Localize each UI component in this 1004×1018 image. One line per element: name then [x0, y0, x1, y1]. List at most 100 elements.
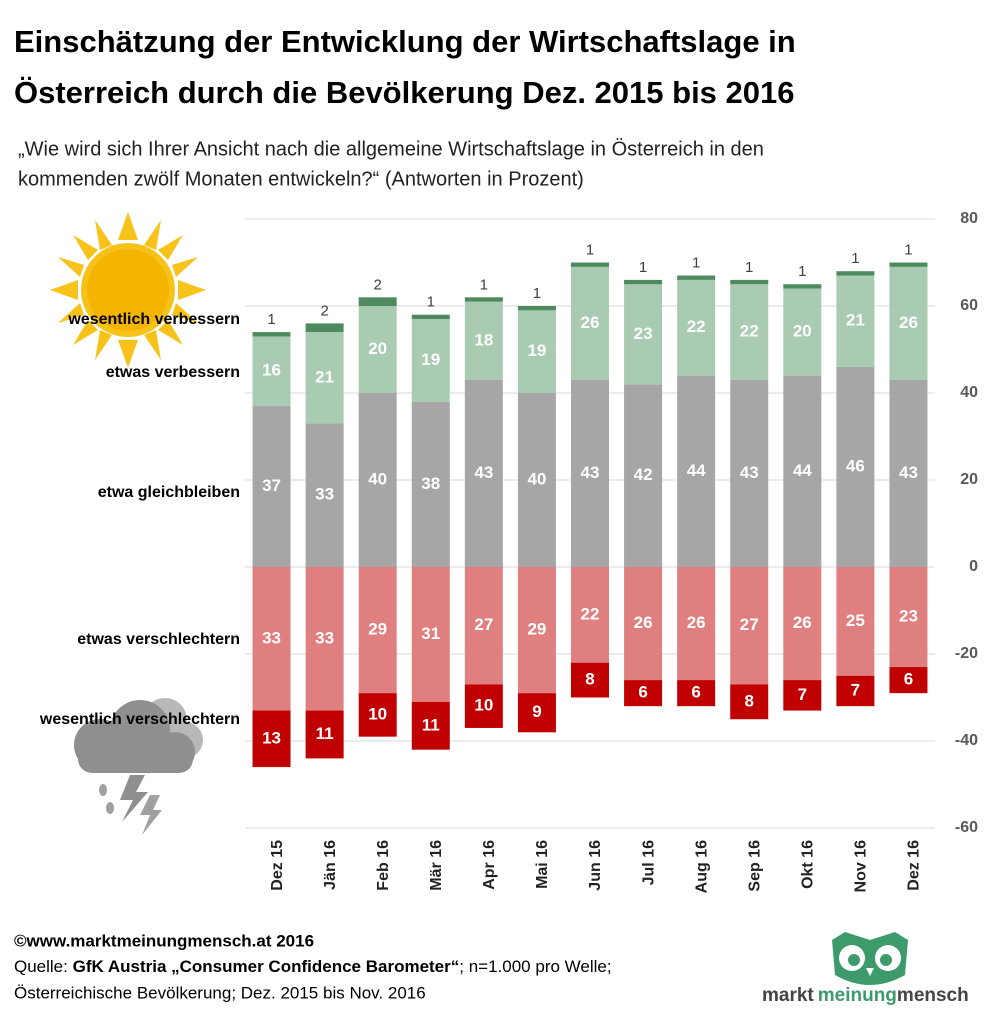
bar-segment	[677, 275, 716, 280]
bar-segment	[783, 284, 822, 289]
bar-segment	[411, 567, 450, 702]
value-label: 9	[532, 702, 541, 721]
bar-segment	[730, 379, 769, 567]
value-label: 13	[262, 728, 281, 747]
bar-segment	[305, 567, 344, 711]
value-label: 43	[899, 463, 918, 482]
y-tick-label: 80	[960, 210, 978, 227]
x-tick-label: Mär 16	[428, 840, 445, 891]
owl-logo	[832, 932, 908, 985]
bar-segment	[358, 393, 397, 567]
source-name: GfK Austria „Consumer Confidence Baromet…	[73, 957, 460, 976]
bar-segment	[252, 336, 291, 407]
value-label: 7	[851, 680, 860, 699]
value-label: 2	[374, 276, 382, 293]
logo-part: mensch	[897, 985, 969, 1006]
logo-part: markt	[762, 985, 814, 1006]
value-label: 6	[904, 670, 913, 689]
value-label: 16	[262, 361, 281, 380]
bar-segment	[411, 319, 450, 402]
legend-label: etwas verbessern	[106, 364, 240, 381]
value-label: 33	[315, 485, 334, 504]
bar-segment	[358, 567, 397, 694]
x-tick-label: Feb 16	[375, 840, 392, 891]
bar-segment	[836, 271, 875, 276]
bar-segment	[305, 710, 344, 759]
bar-segment	[624, 279, 663, 285]
value-label: 20	[793, 322, 812, 341]
value-label: 38	[421, 474, 440, 493]
value-label: 43	[581, 463, 600, 482]
bar-segment	[677, 567, 716, 681]
subtitle: kommenden zwölf Monaten entwickeln?“ (An…	[18, 168, 584, 190]
value-label: 46	[846, 456, 865, 475]
value-label: 23	[634, 324, 653, 343]
value-label: 1	[745, 259, 753, 276]
bar-segment	[624, 680, 663, 707]
bar-segment	[571, 662, 609, 698]
y-tick-label: -60	[955, 819, 978, 836]
legend-label: etwa gleichbleiben	[98, 484, 240, 501]
value-label: 22	[687, 317, 706, 336]
legend-label: etwas verschlechtern	[77, 631, 240, 648]
y-tick-label: -20	[955, 645, 978, 662]
bar-segment	[836, 366, 875, 567]
value-label: 8	[744, 691, 753, 710]
bar-segment	[730, 567, 769, 685]
x-tick-label: Mai 16	[534, 840, 551, 889]
value-label: 40	[527, 469, 546, 488]
legend-label: wesentlich verschlechtern	[39, 711, 240, 728]
x-tick-label: Apr 16	[481, 840, 498, 890]
value-label: 1	[851, 250, 859, 267]
x-tick-label: Dez 15	[269, 840, 286, 891]
value-label: 20	[368, 339, 387, 358]
bar-segment	[358, 693, 397, 737]
subtitle: „Wie wird sich Ihrer Ansicht nach die al…	[18, 138, 764, 160]
bar-segment	[464, 379, 503, 567]
bar-segment	[517, 393, 556, 567]
bar-segment	[517, 306, 556, 311]
source-line: Österreichische Bevölkerung; Dez. 2015 b…	[14, 983, 426, 1002]
value-label: 1	[480, 276, 488, 293]
bar-segment	[305, 423, 344, 567]
bar-segment	[464, 567, 503, 685]
value-label: 1	[533, 285, 541, 302]
bar-segment	[889, 262, 928, 267]
bar-segment	[889, 667, 928, 694]
logo-part: meinung	[818, 985, 897, 1006]
y-tick-label: 40	[960, 384, 978, 401]
x-tick-label: Jul 16	[640, 840, 657, 885]
value-label: 22	[740, 322, 759, 341]
value-label: 1	[639, 259, 647, 276]
value-label: 10	[368, 704, 387, 723]
chart-title: Einschätzung der Entwicklung der Wirtsch…	[14, 24, 796, 59]
value-label: 1	[904, 241, 912, 258]
legend-label: wesentlich verbessern	[67, 311, 240, 328]
bar-segment	[252, 710, 291, 768]
source-prefix: Quelle:	[14, 957, 73, 976]
bar-segment	[677, 279, 716, 376]
y-tick-label: 60	[960, 297, 978, 314]
value-label: 29	[527, 620, 546, 639]
x-tick-label: Jän 16	[322, 840, 339, 890]
bar-segment	[252, 332, 291, 337]
value-label: 26	[899, 313, 918, 332]
bar-segment	[252, 406, 291, 567]
bar-segment	[305, 323, 344, 333]
bar-segment	[624, 567, 663, 681]
value-label: 6	[638, 683, 647, 702]
value-label: 18	[474, 330, 493, 349]
bar-segment	[305, 332, 344, 424]
bar-segment	[889, 266, 928, 380]
bar-segment	[889, 567, 928, 668]
bar-segment	[464, 301, 503, 380]
bar-segment	[624, 284, 663, 385]
x-tick-label: Dez 16	[906, 840, 923, 891]
sun-icon	[50, 212, 206, 368]
value-label: 7	[798, 685, 807, 704]
value-label: 40	[368, 469, 387, 488]
value-label: 21	[315, 367, 334, 386]
bar-segment	[411, 401, 450, 567]
value-label: 1	[427, 294, 435, 311]
bar-segment	[464, 684, 503, 728]
